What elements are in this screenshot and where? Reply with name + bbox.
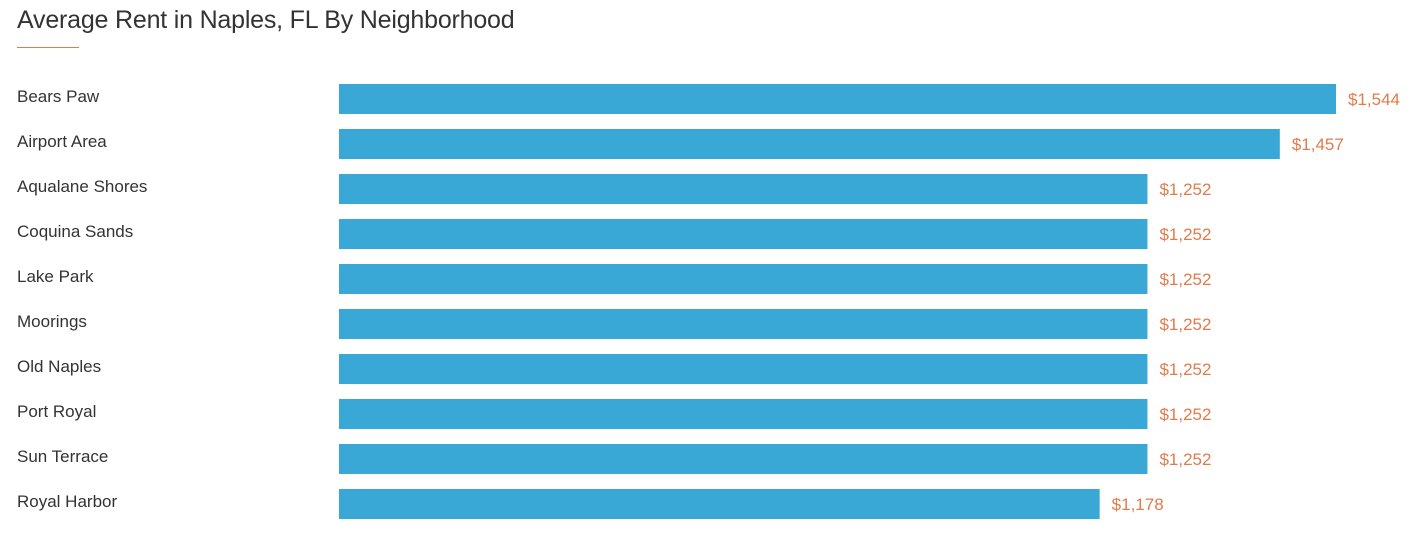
bar[interactable] [339, 219, 1148, 249]
value-label: $1,252 [1159, 270, 1211, 289]
category-label: Lake Park [17, 267, 94, 286]
value-label: $1,252 [1159, 225, 1211, 244]
value-label: $1,252 [1159, 405, 1211, 424]
bar[interactable] [339, 174, 1148, 204]
bar-row: Lake Park $1,252 [17, 264, 1211, 294]
bar[interactable] [339, 84, 1336, 114]
category-label: Airport Area [17, 132, 107, 151]
bar-row: Coquina Sands $1,252 [17, 219, 1211, 249]
bar[interactable] [339, 264, 1148, 294]
value-label: $1,252 [1159, 360, 1211, 379]
bar-row: Moorings $1,252 [17, 309, 1211, 339]
category-label: Coquina Sands [17, 222, 133, 241]
value-label: $1,252 [1159, 450, 1211, 469]
bar-row: Old Naples $1,252 [17, 354, 1211, 384]
category-label: Aqualane Shores [17, 177, 147, 196]
category-label: Sun Terrace [17, 447, 108, 466]
title-underline [17, 47, 79, 48]
bar-row: Port Royal $1,252 [17, 399, 1211, 429]
bar-row: Sun Terrace $1,252 [17, 444, 1211, 474]
category-label: Old Naples [17, 357, 101, 376]
category-label: Bears Paw [17, 87, 100, 106]
bar[interactable] [339, 354, 1148, 384]
chart-title: Average Rent in Naples, FL By Neighborho… [17, 6, 515, 34]
bar[interactable] [339, 399, 1148, 429]
value-label: $1,178 [1112, 495, 1164, 514]
bar[interactable] [339, 489, 1100, 519]
bar-row: Royal Harbor $1,178 [17, 489, 1164, 519]
bar[interactable] [339, 444, 1148, 474]
category-label: Moorings [17, 312, 87, 331]
category-label: Port Royal [17, 402, 96, 421]
category-label: Royal Harbor [17, 492, 117, 511]
bar-row: Airport Area $1,457 [17, 129, 1344, 159]
bar[interactable] [339, 129, 1280, 159]
value-label: $1,252 [1159, 315, 1211, 334]
bar-row: Bears Paw $1,544 [17, 84, 1400, 114]
value-label: $1,252 [1159, 180, 1211, 199]
bar-row: Aqualane Shores $1,252 [17, 174, 1211, 204]
value-label: $1,544 [1348, 90, 1400, 109]
value-label: $1,457 [1292, 135, 1344, 154]
bar[interactable] [339, 309, 1148, 339]
